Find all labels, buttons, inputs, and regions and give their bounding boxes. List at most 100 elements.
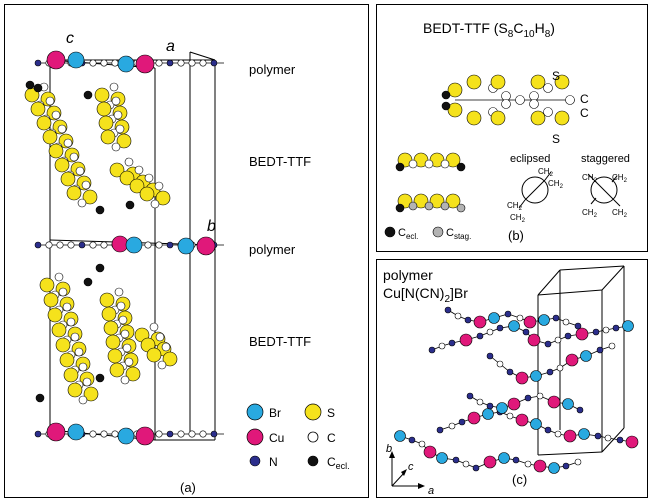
c-atom — [78, 362, 88, 372]
legend-br-swatch — [246, 403, 264, 421]
br-atom — [177, 237, 195, 255]
n-atom — [496, 324, 504, 332]
br-atom — [622, 320, 634, 332]
s-atom — [466, 110, 482, 126]
ch2-stag-2: CH2 — [612, 173, 628, 184]
bedt-molecule — [441, 74, 575, 126]
br-atom — [496, 402, 508, 414]
s-atom — [109, 362, 125, 378]
s-atom — [530, 110, 546, 126]
legend-cu-label: Cu — [269, 431, 284, 445]
c-atom — [111, 142, 121, 152]
c-atom — [516, 314, 524, 322]
br-atom — [580, 350, 592, 362]
n-atom — [34, 241, 42, 249]
c-atom — [113, 110, 123, 120]
panel-b-label: (b) — [508, 228, 524, 243]
s-atom — [466, 74, 482, 90]
n-atom — [594, 432, 602, 440]
c-atom — [524, 460, 532, 468]
n-atom — [476, 332, 484, 340]
br-atom — [530, 370, 542, 382]
n-atom — [576, 406, 584, 414]
s-atom — [413, 193, 429, 209]
c-atom — [111, 96, 121, 106]
c-atom — [177, 59, 185, 67]
s-atom — [59, 352, 75, 368]
br-atom — [394, 430, 406, 442]
s-atom — [101, 306, 117, 322]
s-atom — [490, 74, 506, 90]
c-atom — [70, 332, 80, 342]
cu-atom — [575, 327, 589, 341]
c-atom — [100, 59, 108, 67]
n-atom — [34, 59, 42, 67]
c-atom — [543, 83, 553, 93]
n-atom — [166, 241, 174, 249]
c-atom — [155, 241, 163, 249]
n-atom — [466, 392, 474, 400]
panel-b — [376, 4, 648, 252]
c-atom — [115, 124, 125, 134]
ch2-stag-3: CH2 — [582, 208, 598, 219]
c-atom — [440, 159, 450, 169]
legend-br-label: Br — [269, 406, 281, 420]
c-atom — [122, 343, 132, 353]
s-atom — [30, 101, 46, 117]
newman-staggered: CH2 CH2 CH2 CH2 — [582, 173, 628, 219]
s-atom — [96, 101, 112, 117]
n-atom — [452, 456, 460, 464]
n-atom — [524, 394, 532, 402]
c-ecl-atom — [95, 205, 105, 215]
s-atom — [82, 189, 98, 205]
s-atom — [66, 185, 82, 201]
staggered-label: staggered — [581, 153, 630, 165]
c-atom — [100, 241, 108, 249]
c-atom — [161, 342, 171, 352]
c-atom — [58, 287, 68, 297]
layer-label-polymer-mid: polymer — [249, 242, 296, 257]
cu-atom — [473, 315, 487, 329]
cu-atom — [533, 459, 547, 473]
c-atom — [62, 302, 72, 312]
s-atom — [51, 322, 67, 338]
c-atom — [496, 360, 504, 368]
c-atom — [67, 241, 75, 249]
br-atom — [508, 320, 520, 332]
panel-c-formula: Cu[N(CN)2]Br — [383, 285, 468, 305]
s-atom — [99, 292, 115, 308]
c-atom — [82, 377, 92, 387]
c-atom — [486, 328, 494, 336]
n-atom — [210, 59, 218, 67]
layer-label-bedt-bottom: BEDT-TTF — [249, 334, 311, 349]
c-atom — [438, 342, 446, 350]
br-atom — [67, 51, 85, 69]
c-atom — [89, 430, 97, 438]
br-atom — [482, 408, 494, 420]
axis-label-a: a — [166, 38, 175, 55]
c-atom — [111, 59, 119, 67]
c-atom — [89, 241, 97, 249]
panel-c-polymer — [394, 306, 639, 474]
c-atom — [75, 166, 85, 176]
panel-a-label: (a) — [180, 480, 196, 495]
s-atom — [447, 82, 463, 98]
legend-cecl-swatch-b — [384, 226, 396, 238]
legend-s-label: S — [327, 406, 335, 420]
n-atom — [592, 328, 600, 336]
s-atom — [119, 170, 135, 186]
c-atom — [66, 317, 76, 327]
n-atom — [512, 456, 520, 464]
n-atom — [596, 346, 604, 354]
c-atom — [529, 99, 539, 109]
c-atom — [476, 398, 484, 406]
c-stag-atom — [440, 201, 450, 211]
s-atom — [429, 193, 445, 209]
s-atom — [447, 102, 463, 118]
cu-atom — [423, 445, 437, 459]
unit-cell-c — [537, 265, 625, 456]
n-atom — [166, 59, 174, 67]
panel-c-title: polymer — [383, 267, 433, 283]
n-atom — [564, 332, 572, 340]
